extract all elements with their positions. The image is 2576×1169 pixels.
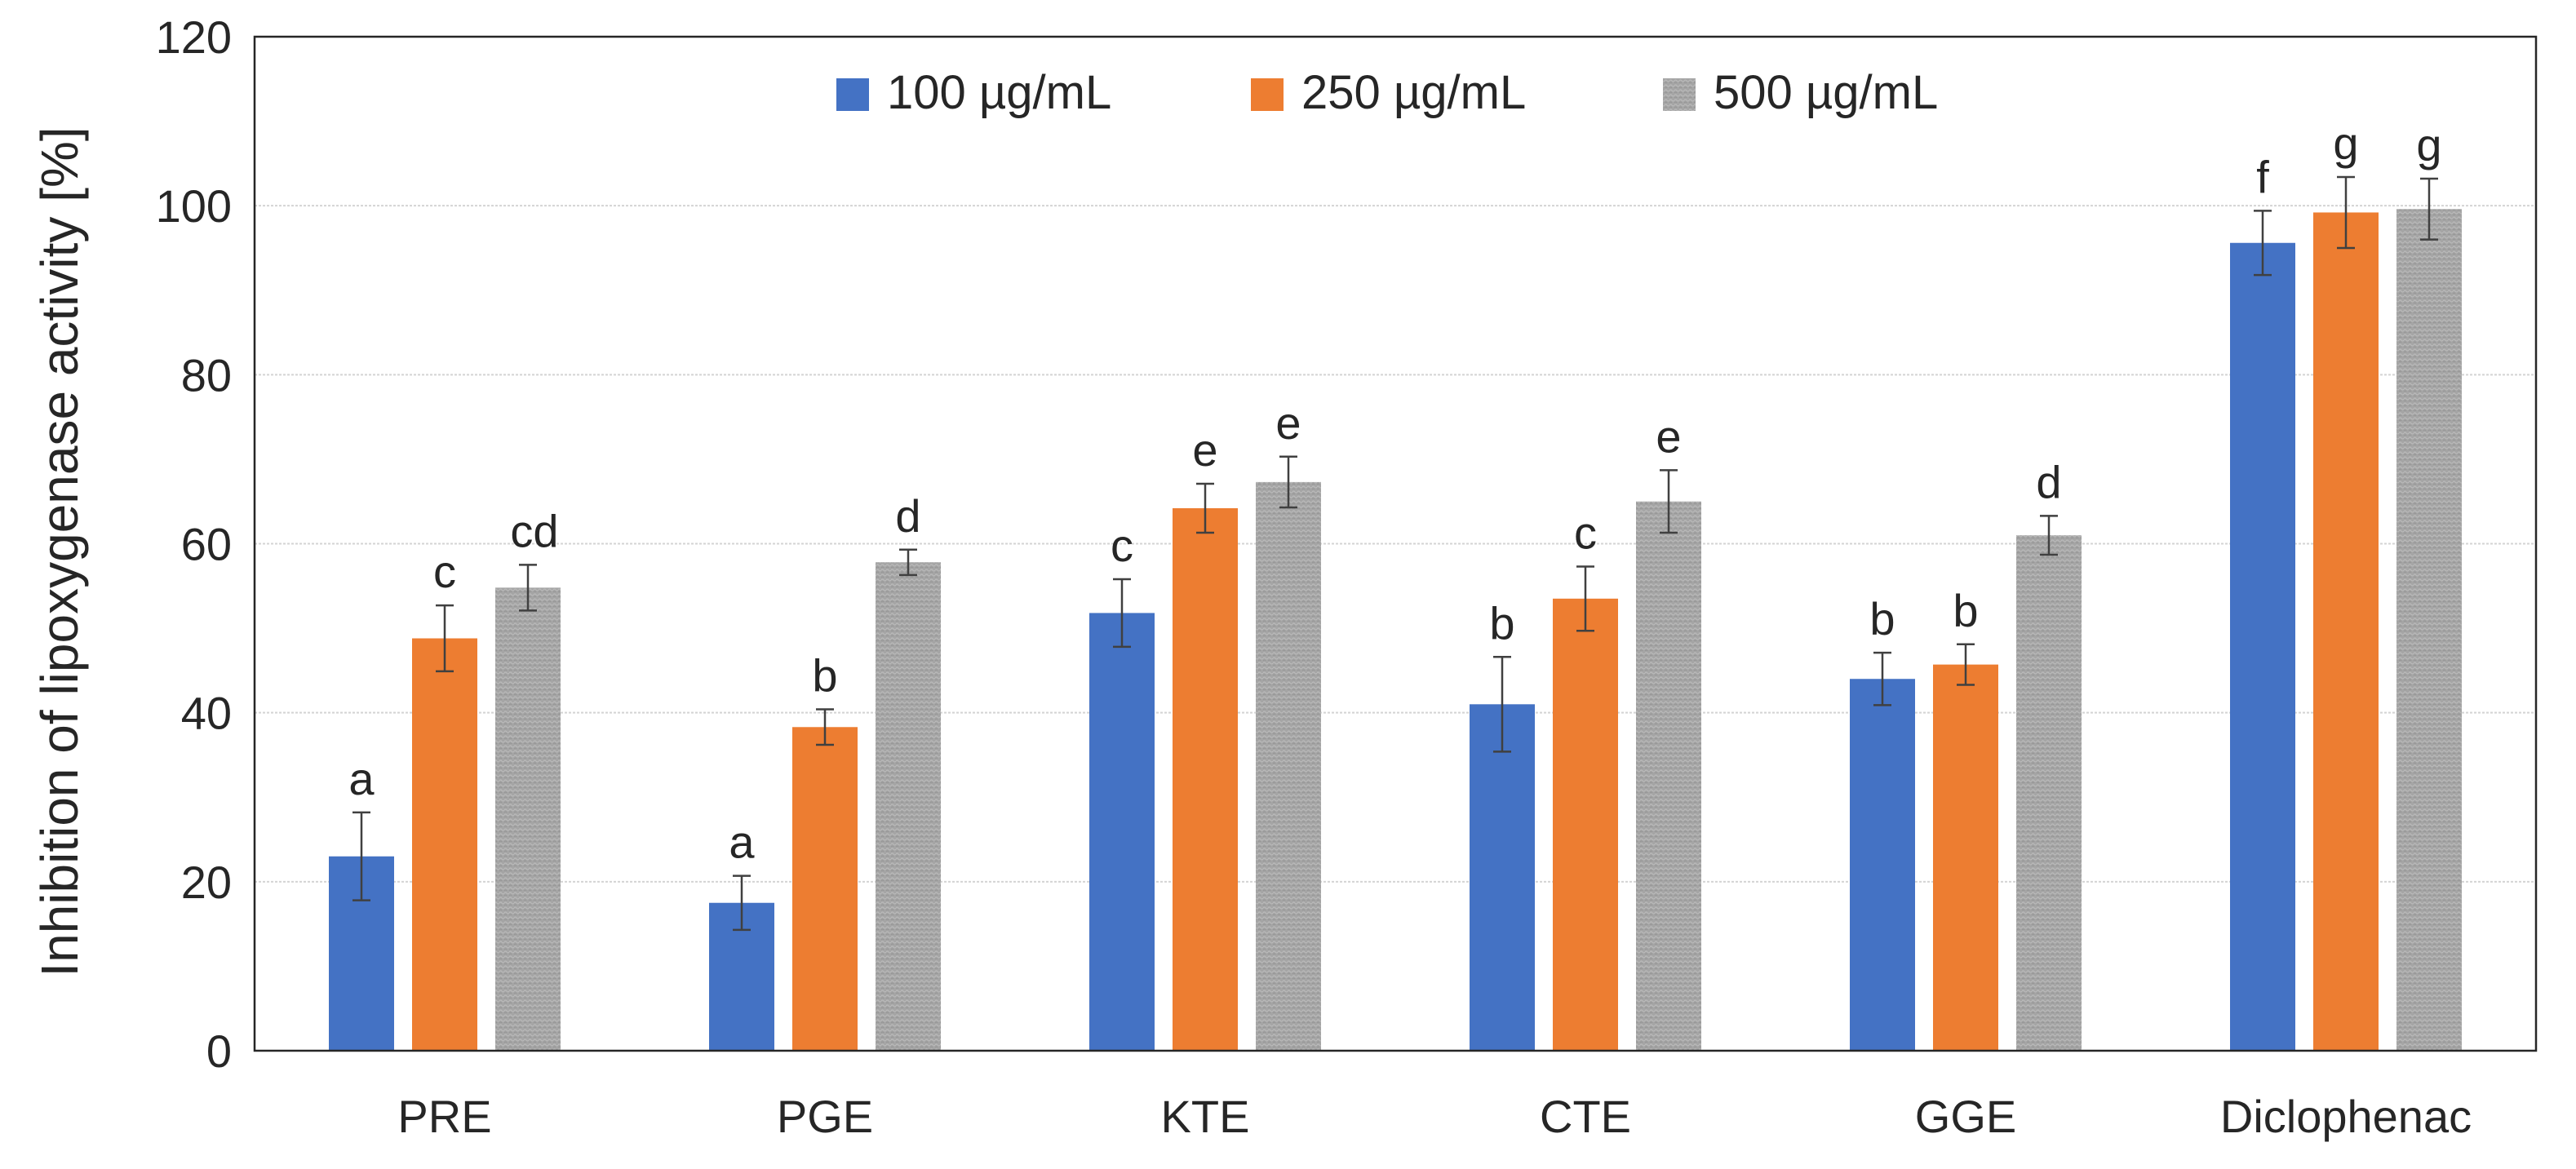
y-tick-label: 80 — [181, 349, 232, 401]
x-tick-label: PRE — [397, 1091, 491, 1142]
axes: 0 20 40 60 80 100 120 Inhibition of lipoxygenas… — [30, 11, 2538, 1142]
bar-kte-series-2 — [1173, 507, 1238, 1051]
significance-label: g — [2333, 117, 2358, 169]
bar-cte-series-2 — [1553, 598, 1618, 1051]
significance-label: e — [1656, 410, 1681, 462]
significance-labels: a c cd a b d c e e b c e b b d f g g — [348, 117, 2441, 868]
significance-label: b — [812, 650, 837, 702]
x-tick-label: CTE — [1540, 1091, 1631, 1142]
bar-cte-series-3 — [1636, 501, 1701, 1051]
y-tick-label: 100 — [156, 180, 232, 232]
significance-label: c — [1574, 507, 1597, 558]
legend: 100 µg/mL 250 µg/mL 500 µg/mL — [836, 66, 1938, 119]
significance-label: b — [1869, 593, 1895, 644]
legend-label-1: 100 µg/mL — [887, 66, 1111, 119]
legend-swatch-1 — [836, 78, 869, 111]
bar-gge-series-3 — [2016, 535, 2082, 1051]
significance-label: c — [433, 546, 456, 597]
significance-label: f — [2256, 151, 2269, 202]
y-tick-label: 20 — [181, 857, 232, 908]
bar-kte-series-3 — [1256, 481, 1321, 1051]
significance-label: a — [729, 817, 755, 868]
plot-frame — [253, 35, 2538, 1052]
legend-swatch-2 — [1251, 78, 1284, 111]
significance-label: cd — [510, 505, 558, 556]
y-tick-label: 60 — [181, 519, 232, 570]
bar-gge-series-2 — [1933, 664, 1998, 1051]
bar-pre-series-3 — [495, 587, 561, 1051]
legend-label-3: 500 µg/mL — [1714, 66, 1938, 119]
significance-label: e — [1275, 397, 1301, 449]
bar-pge-series-3 — [876, 562, 941, 1051]
error-bars — [352, 175, 2438, 932]
significance-label: b — [1489, 597, 1514, 649]
significance-label: g — [2416, 119, 2441, 170]
significance-label: a — [348, 753, 375, 804]
bar-diclophenac-series-3 — [2396, 209, 2462, 1051]
x-tick-label: Diclophenac — [2220, 1091, 2472, 1142]
bar-cte-series-1 — [1470, 704, 1535, 1051]
legend-label-2: 250 µg/mL — [1301, 66, 1526, 119]
significance-label: d — [2036, 456, 2061, 507]
y-tick-label: 120 — [156, 11, 232, 63]
gridlines — [255, 205, 2536, 883]
bars — [329, 209, 2462, 1051]
bar-gge-series-1 — [1850, 679, 1915, 1051]
bar-diclophenac-series-1 — [2230, 242, 2295, 1051]
bar-pge-series-2 — [792, 727, 858, 1051]
significance-label: d — [895, 490, 920, 542]
y-tick-label: 0 — [206, 1025, 232, 1077]
x-tick-label: KTE — [1161, 1091, 1250, 1142]
y-tick-label: 40 — [181, 688, 232, 739]
significance-label: e — [1192, 424, 1217, 476]
significance-label: c — [1111, 520, 1133, 571]
bar-kte-series-1 — [1089, 613, 1155, 1051]
x-tick-label: PGE — [777, 1091, 873, 1142]
significance-label: b — [1953, 585, 1978, 636]
bar-pre-series-2 — [412, 638, 477, 1051]
y-axis-title: Inhibition of lipoxygenase activity [%] — [30, 126, 89, 976]
legend-swatch-3 — [1663, 78, 1696, 111]
x-tick-label: GGE — [1915, 1091, 2016, 1142]
bar-diclophenac-series-2 — [2313, 212, 2379, 1051]
